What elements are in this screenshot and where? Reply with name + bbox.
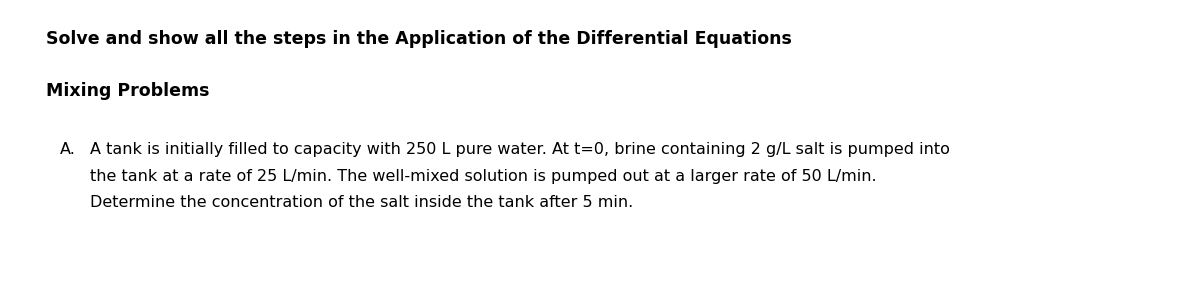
- Text: A.: A.: [60, 142, 76, 157]
- Text: Mixing Problems: Mixing Problems: [46, 82, 210, 100]
- Text: A tank is initially filled to capacity with 250 L pure water. At t=0, brine cont: A tank is initially filled to capacity w…: [90, 142, 950, 157]
- Text: Solve and show all the steps in the Application of the Differential Equations: Solve and show all the steps in the Appl…: [46, 30, 792, 48]
- Text: Determine the concentration of the salt inside the tank after 5 min.: Determine the concentration of the salt …: [90, 195, 634, 210]
- Text: the tank at a rate of 25 L/min. The well-mixed solution is pumped out at a large: the tank at a rate of 25 L/min. The well…: [90, 168, 877, 183]
